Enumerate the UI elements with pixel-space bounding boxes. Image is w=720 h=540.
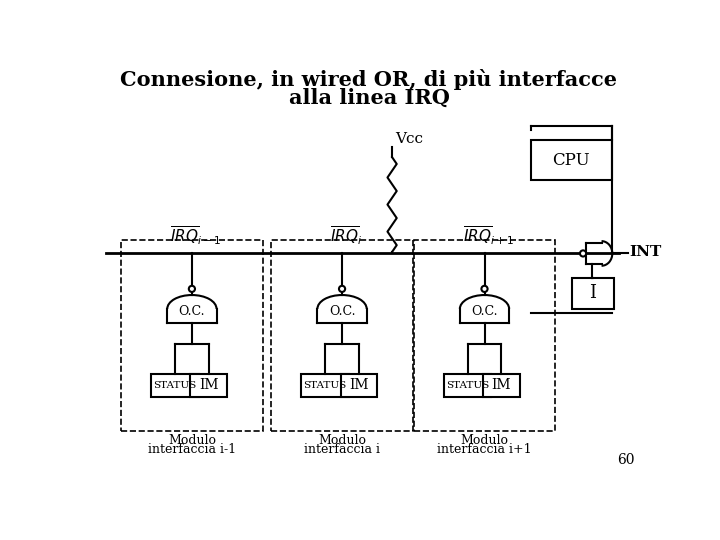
Bar — [414, 240, 555, 430]
Bar — [572, 278, 614, 309]
Text: alla linea IRQ: alla linea IRQ — [289, 88, 449, 108]
Text: O.C.: O.C. — [179, 306, 205, 319]
Text: Vcc: Vcc — [395, 132, 423, 146]
Text: IM: IM — [349, 378, 369, 392]
Bar — [341, 374, 377, 397]
Bar — [531, 140, 611, 180]
Circle shape — [482, 286, 487, 292]
Text: IM: IM — [199, 378, 219, 392]
Bar — [271, 240, 413, 430]
Text: STATUS: STATUS — [304, 381, 347, 390]
Text: IM: IM — [492, 378, 511, 392]
Text: Modulo: Modulo — [318, 434, 366, 447]
Text: $\overline{IRQ}_{i}$: $\overline{IRQ}_{i}$ — [330, 225, 362, 247]
Circle shape — [339, 286, 345, 292]
Circle shape — [189, 286, 195, 292]
Text: O.C.: O.C. — [329, 306, 355, 319]
Bar — [301, 374, 349, 397]
Circle shape — [580, 251, 586, 256]
Text: I: I — [589, 285, 596, 302]
Text: interfaccia i-1: interfaccia i-1 — [148, 443, 236, 456]
Text: STATUS: STATUS — [153, 381, 197, 390]
Text: $\overline{IRQ}_{i-1}$: $\overline{IRQ}_{i-1}$ — [170, 225, 221, 247]
Text: interfaccia i: interfaccia i — [304, 443, 380, 456]
Bar — [151, 374, 199, 397]
Text: INT: INT — [629, 245, 662, 259]
Text: $\overline{IRQ}_{i+1}$: $\overline{IRQ}_{i+1}$ — [463, 225, 514, 247]
Text: interfaccia i+1: interfaccia i+1 — [437, 443, 532, 456]
Text: CPU: CPU — [552, 152, 590, 169]
Text: Modulo: Modulo — [168, 434, 216, 447]
Text: 60: 60 — [617, 453, 634, 467]
Text: Modulo: Modulo — [461, 434, 508, 447]
Text: Connesione, in wired OR, di più interfacce: Connesione, in wired OR, di più interfac… — [120, 69, 618, 90]
Bar — [444, 374, 492, 397]
Bar — [483, 374, 520, 397]
Bar — [121, 240, 263, 430]
Text: STATUS: STATUS — [446, 381, 489, 390]
Bar — [190, 374, 228, 397]
Text: O.C.: O.C. — [472, 306, 498, 319]
